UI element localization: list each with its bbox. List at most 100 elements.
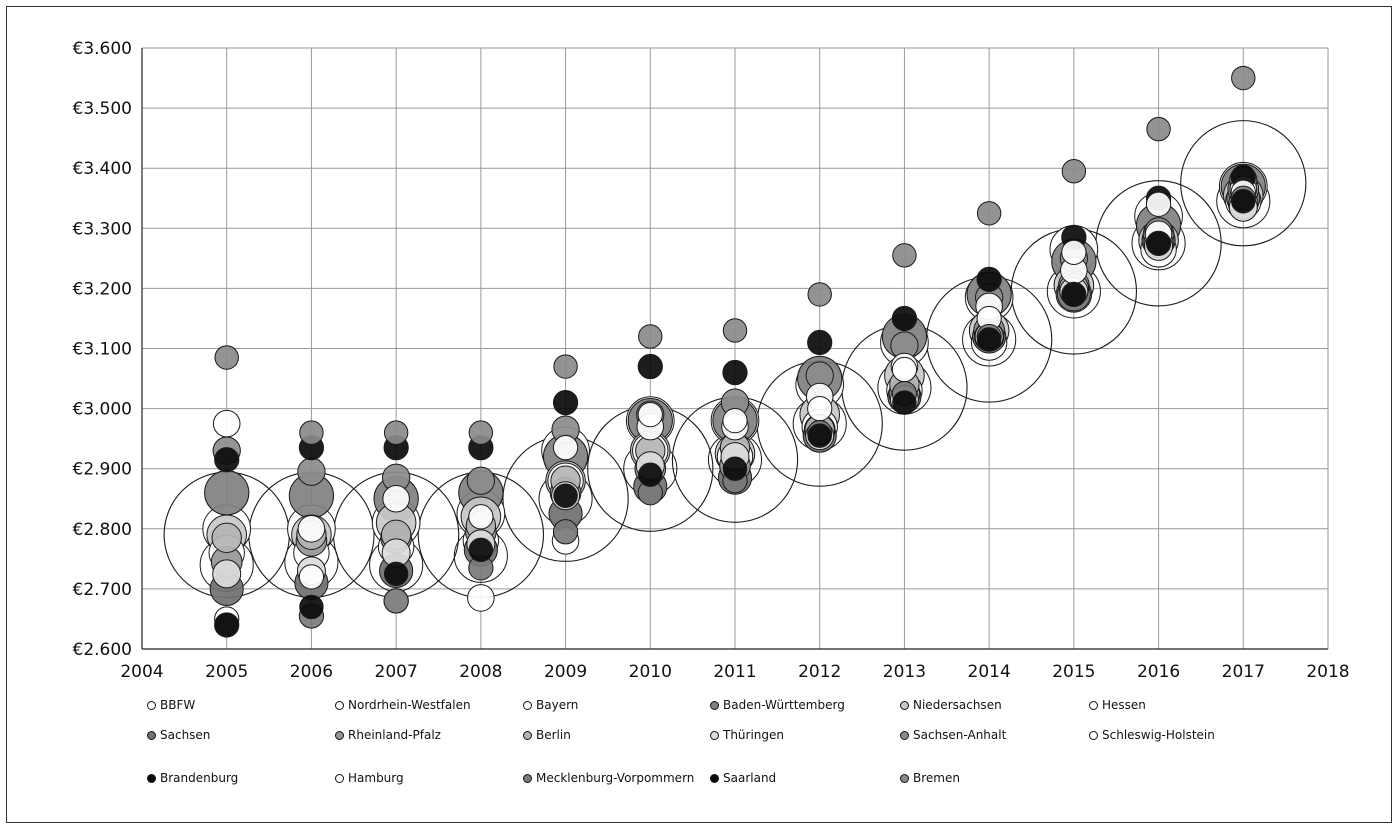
data-point xyxy=(214,345,239,370)
x-axis-ticks: 2004 2005 2006 2007 2008 2009 2010 2011 2012 2013… xyxy=(120,662,1349,682)
x-tick-label: 2016 xyxy=(1137,662,1180,682)
legend-label: Brandenburg xyxy=(160,771,239,785)
data-point xyxy=(638,462,663,487)
data-point xyxy=(552,389,579,416)
data-point xyxy=(891,305,918,332)
grid-lines xyxy=(141,47,1329,650)
data-point xyxy=(637,401,663,428)
data-point xyxy=(892,243,917,268)
data-point xyxy=(552,435,579,461)
data-point xyxy=(976,201,1002,226)
legend-label: Bayern xyxy=(536,698,579,712)
x-tick-label: 2005 xyxy=(205,662,248,682)
legend-item: Sachsen xyxy=(147,728,210,742)
data-point xyxy=(553,354,578,379)
legend-label: Nordrhein-Westfalen xyxy=(348,698,471,712)
legend-swatch xyxy=(335,730,344,740)
legend-item: Rheinland-Pfalz xyxy=(335,728,441,742)
data-point xyxy=(214,612,239,638)
data-point xyxy=(892,390,917,415)
y-tick-label: €3.400 xyxy=(73,159,132,179)
legend-swatch xyxy=(523,773,532,783)
data-point xyxy=(297,457,326,486)
data-point xyxy=(807,329,833,356)
data-point xyxy=(1180,120,1307,247)
legend-label: Hamburg xyxy=(348,771,404,785)
data-point xyxy=(299,420,324,445)
y-tick-label: €3.300 xyxy=(73,219,132,239)
legend-swatch xyxy=(1089,730,1098,740)
legend-item: Thüringen xyxy=(710,728,784,742)
legend-item: Niedersachsen xyxy=(900,698,1002,712)
legend-label: Bremen xyxy=(913,771,960,785)
data-point xyxy=(722,359,748,386)
legend-label: Schleswig-Holstein xyxy=(1102,728,1215,742)
legend-swatch xyxy=(147,700,156,710)
legend-item: Saarland xyxy=(710,771,776,785)
data-point xyxy=(382,484,410,513)
legend-label: Mecklenburg-Vorpommern xyxy=(536,771,695,785)
legend-item: Hamburg xyxy=(335,771,404,785)
data-point xyxy=(468,420,494,445)
legend-label: Baden-Württemberg xyxy=(723,698,845,712)
legend-label: Thüringen xyxy=(723,728,785,742)
data-point xyxy=(214,447,240,473)
data-point xyxy=(553,483,578,508)
data-point xyxy=(1231,65,1256,91)
data-point xyxy=(1146,116,1171,142)
data-point xyxy=(211,522,242,553)
data-point xyxy=(467,584,495,612)
legend-swatch xyxy=(523,700,532,710)
legend-swatch xyxy=(900,700,909,710)
y-tick-label: €3.500 xyxy=(73,99,132,119)
data-point xyxy=(722,456,748,481)
bubble-chart: €2.600 €2.700 €2.800 €2.900 €3.000 €3.100 €3.2… xyxy=(73,39,1350,682)
data-point xyxy=(1231,189,1256,214)
x-tick-label: 2015 xyxy=(1052,662,1095,682)
legend-swatch xyxy=(710,700,719,710)
legend-item: Schleswig-Holstein xyxy=(1089,728,1215,742)
data-point xyxy=(204,470,250,516)
x-tick-label: 2004 xyxy=(120,662,163,682)
data-point xyxy=(807,423,832,448)
legend-swatch xyxy=(523,730,532,740)
x-tick-label: 2006 xyxy=(290,662,333,682)
y-tick-label: €3.100 xyxy=(73,340,132,360)
data-point xyxy=(212,409,241,438)
legend-label: Sachsen-Anhalt xyxy=(913,728,1007,742)
data-point xyxy=(383,588,409,614)
legend-label: Sachsen xyxy=(160,728,211,742)
data-point xyxy=(1061,158,1087,184)
x-tick-label: 2010 xyxy=(629,662,672,682)
bubble-layer xyxy=(163,65,1307,638)
legend-label: BBFW xyxy=(160,698,196,712)
legend-item: Berlin xyxy=(523,728,571,742)
data-point xyxy=(1061,239,1087,265)
legend-item: Bremen xyxy=(900,771,960,785)
data-point xyxy=(976,327,1002,352)
y-tick-label: €2.800 xyxy=(73,520,132,540)
legend-swatch xyxy=(1089,700,1098,710)
data-point xyxy=(468,537,494,563)
data-point xyxy=(638,324,663,349)
legend-item: BBFW xyxy=(147,698,195,712)
data-point xyxy=(807,395,833,422)
data-point xyxy=(1145,191,1172,217)
legend-label: Berlin xyxy=(536,728,571,742)
legend-swatch xyxy=(147,730,156,740)
legend-item: Brandenburg xyxy=(147,771,238,785)
legend-swatch xyxy=(147,773,156,783)
legend-item: Mecklenburg-Vorpommern xyxy=(523,771,694,785)
data-point xyxy=(1146,231,1171,256)
legend-label: Hessen xyxy=(1102,698,1146,712)
legend-swatch xyxy=(335,773,344,783)
data-point xyxy=(468,504,494,530)
data-point xyxy=(297,515,326,543)
data-point xyxy=(298,564,325,590)
x-tick-label: 2008 xyxy=(459,662,502,682)
data-point xyxy=(383,561,409,587)
data-point xyxy=(552,519,579,545)
x-tick-label: 2012 xyxy=(798,662,841,682)
data-point xyxy=(383,420,409,445)
legend-swatch xyxy=(710,773,719,783)
